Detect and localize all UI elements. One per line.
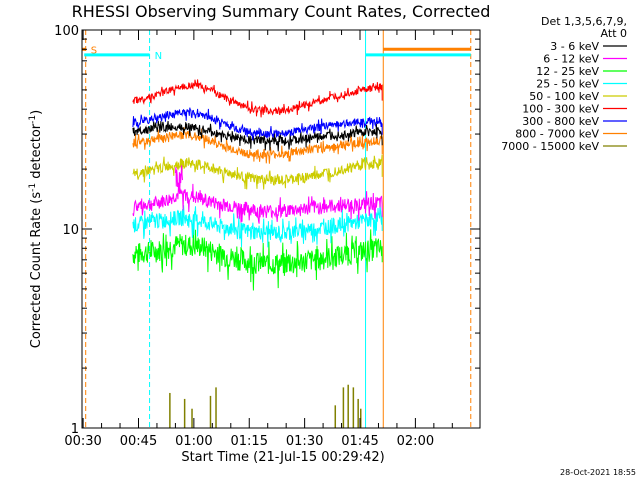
series-burst bbox=[174, 165, 183, 192]
axes: 1 10 100 00:30 00:45 01:00 01:15 01:30 01:45 02:0… bbox=[54, 24, 480, 449]
series-line bbox=[132, 107, 383, 141]
x-tick-label: 01:45 bbox=[341, 434, 378, 449]
y-tick-label: 100 bbox=[54, 24, 79, 39]
x-tick-label: 02:00 bbox=[397, 434, 434, 449]
legend-entry-label: 6 - 12 keV bbox=[543, 53, 599, 66]
x-tick-label: 00:30 bbox=[64, 434, 101, 449]
legend-entry-label: 800 - 7000 keV bbox=[515, 128, 599, 141]
legend-header-line-1: Det 1,3,5,6,7,9, bbox=[541, 15, 627, 28]
series-line bbox=[132, 79, 383, 118]
y-label-part-3: detector bbox=[29, 123, 44, 183]
footer-timestamp: 28-Oct-2021 18:55 bbox=[560, 468, 636, 477]
y-label-part-2: -1 bbox=[28, 183, 38, 192]
series-line bbox=[132, 202, 383, 248]
y-axis-label: Corrected Count Rate (s-1 detector-1) bbox=[28, 110, 44, 348]
series-line bbox=[132, 183, 383, 224]
legend-entry-label: 12 - 25 keV bbox=[536, 65, 599, 78]
chart-title: RHESSI Observing Summary Count Rates, Co… bbox=[72, 2, 491, 21]
x-tick-label: 01:30 bbox=[286, 434, 323, 449]
series-line bbox=[132, 127, 383, 164]
x-tick-label: 01:15 bbox=[231, 434, 268, 449]
legend-entry-label: 300 - 800 keV bbox=[522, 115, 599, 128]
plot-area: SN bbox=[82, 30, 472, 428]
y-label-part-5: ) bbox=[29, 110, 44, 115]
y-tick-label: 1 bbox=[71, 422, 79, 437]
y-label-part-1: Corrected Count Rate (s bbox=[29, 192, 44, 349]
x-axis-label: Start Time (21-Jul-15 00:29:42) bbox=[181, 450, 384, 465]
legend-header-line-2: Att 0 bbox=[601, 27, 627, 40]
x-tick-label: 01:00 bbox=[175, 434, 212, 449]
x-tick-label: 00:45 bbox=[120, 434, 157, 449]
legend-entry-label: 7000 - 15000 keV bbox=[501, 140, 599, 153]
plot-frame bbox=[81, 29, 481, 429]
series-line bbox=[132, 227, 383, 291]
series-line bbox=[132, 120, 383, 152]
legend-entry-label: 3 - 6 keV bbox=[550, 40, 599, 53]
y-tick-label: 10 bbox=[62, 223, 79, 238]
flag-label: S bbox=[91, 45, 97, 56]
y-label-part-4: -1 bbox=[28, 115, 38, 124]
flag-label: N bbox=[155, 51, 162, 62]
series-line bbox=[132, 154, 383, 190]
legend-entry-label: 25 - 50 keV bbox=[536, 78, 599, 91]
legend-entry-label: 50 - 100 keV bbox=[529, 90, 599, 103]
legend-entry-label: 100 - 300 keV bbox=[522, 103, 599, 116]
